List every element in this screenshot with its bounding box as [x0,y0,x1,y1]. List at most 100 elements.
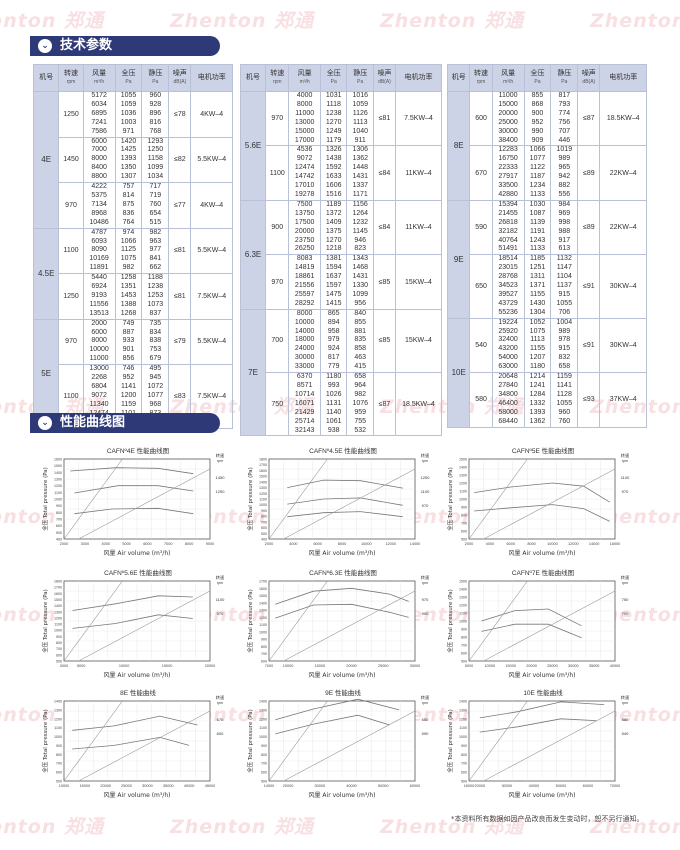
x-axis-label: 风量 Air volume (m³/h) [509,792,576,799]
y-tick-label: 1400 [459,700,467,704]
x-axis-label: 风量 Air volume (m³/h) [509,672,576,679]
power-cell: 5.5KW–4 [190,136,233,184]
x-tick-label: 20000 [475,784,486,788]
column-header: 全压 Pa [319,64,348,92]
y-tick-label: 1000 [259,630,267,634]
watermark: Zhenton 郑通 [590,10,680,32]
speed-value: 670 [217,717,224,722]
noise-cell: ≤82 [168,136,192,184]
performance-chart: 8E 性能曲线 500 600 700 800 900 1000 1100 1200 1300 14… [41,688,225,799]
y-tick-label: 900 [461,744,467,748]
x-tick-label: 15000 [80,784,91,788]
series-line [74,485,194,494]
noise-cell: ≤87 [373,372,396,437]
table-row: 9E 590 15394 21455 26818 32182 40764 51491 1030 1… [446,199,647,319]
chart-title: CAFNº4E 性能曲线图 [107,446,169,455]
speed-unit: rpm [217,581,223,585]
x-tick-label: 6000 [143,542,151,546]
power-cell: 30KW–4 [599,317,647,374]
y-tick-label: 1100 [54,623,62,627]
column-header: 噪声 dB(A) [168,64,192,92]
x-tick-label: 4000 [101,542,109,546]
x-tick-label: 10000 [485,664,496,668]
y-tick-label: 700 [56,518,62,522]
column-header: 风量 m³/h [491,64,525,92]
performance-chart: CAFNº4.5E 性能曲线图4005006007008009001000110… [246,446,430,557]
speed-cell: 650 [469,254,493,319]
table-row: 7E 700 8000 10000 14000 18000 24000 30000 33000 8… [239,308,443,437]
y-tick-label: 1500 [459,580,467,584]
y-tick-label: 600 [461,652,467,656]
y-tick-label: 1200 [459,604,467,608]
speed-label: 转速 [621,452,630,459]
power-cell: 7.5KW–4 [394,90,443,147]
speed-cell: 670 [469,145,493,201]
x-tick-label: 2000 [60,542,68,546]
y-tick-label: 900 [261,744,267,748]
y-tick-label: 800 [461,636,467,640]
y-tick-label: 900 [261,509,267,513]
table-row: 750 6370 8571 10714 16071 21429 25714 32143 1180… [241,372,443,437]
x-tick-label: 7000 [164,542,172,546]
total-pressure-cell: 865 894 958 979 924 817 779 [319,308,348,374]
performance-chart: 10E 性能曲线 500 600 700 800 900 1000 1100 1200 1300 1… [446,688,630,799]
static-pressure-cell: 1306 1362 1448 1431 1337 1171 [346,145,374,201]
y-tick-label: 700 [461,644,467,648]
power-cell: 22KW–4 [599,199,647,256]
flow-cell: 19224 25920 32400 43200 54000 63000 [491,317,525,374]
spec-table: 机号 转速 rpm 风量 m³/h 全压 Pa 静压 Pa 噪声 dB(A) 电机功率 5.6E 970 4… [239,64,443,437]
table-row: 580 20648 27840 34800 46400 58000 68440 1214 124… [448,372,647,428]
noise-cell: ≤93 [577,372,601,428]
y-tick-label: 400 [261,538,267,542]
column-header: 风量 m³/h [82,64,116,92]
resistance-line [483,468,616,540]
model-cell: 7E [239,308,267,437]
x-tick-label: 8000 [527,542,535,546]
noise-cell: ≤84 [373,145,396,201]
table-row: 970 8083 14819 18861 21556 25597 28292 1381 1594… [241,254,443,310]
y-tick-label: 900 [461,628,467,632]
y-tick-label: 1200 [459,482,467,486]
y-tick-label: 500 [56,531,62,535]
y-tick-label: 1500 [54,598,62,602]
speed-value: 650 [422,717,429,722]
speed-cell: 970 [265,90,290,147]
series-line [275,714,390,735]
x-tick-label: 10000 [119,664,130,668]
speed-cell: 900 [265,199,290,256]
chart-title: CAFNº4.5E 性能曲线图 [309,446,377,455]
model-cell: 6.3E [239,199,267,310]
speed-value: 1100 [216,597,225,602]
flow-cell: 5440 6924 9193 11556 13513 [82,273,116,320]
chevron-down-icon: ⌄ [38,416,52,430]
y-axis-label: 全压 Total pressure (Pa) [41,467,49,531]
y-tick-label: 800 [461,753,467,757]
y-tick-label: 1300 [459,474,467,478]
x-axis-label: 风量 Air volume (m³/h) [104,550,171,557]
resistance-line [268,458,328,540]
y-tick-label: 900 [56,635,62,639]
column-header: 静压 Pa [550,64,579,92]
resistance-line [468,700,528,782]
y-tick-label: 1000 [459,735,467,739]
power-cell: 5.5KW–4 [190,318,233,366]
x-tick-label: 40000 [346,784,357,788]
x-tick-label: 40000 [529,784,540,788]
y-tick-label: 700 [261,520,267,524]
static-pressure-cell: 1156 1264 1232 1145 946 823 [346,199,374,256]
y-tick-label: 1100 [459,726,467,730]
chart-title: 9E 性能曲线 [325,688,361,697]
spec-table: 机号 转速 rpm 风量 m³/h 全压 Pa 静压 Pa 噪声 dB(A) 电机功率 8E 600 110… [446,64,647,428]
speed-cell: 970 [58,318,84,366]
speed-value: 970 [422,597,429,602]
total-pressure-cell: 1055 1059 1036 1003 971 [114,91,143,138]
y-tick-label: 1000 [54,629,62,633]
static-pressure-cell: 1132 1147 1104 1137 915 1055 706 [550,254,579,319]
total-pressure-cell: 1066 1077 1122 1187 1234 1133 [523,145,552,201]
speed-cell: 1100 [265,145,290,201]
y-tick-label: 1100 [54,491,62,495]
x-tick-label: 20000 [205,664,216,668]
flow-cell: 7500 13750 17500 20000 23750 26250 [288,199,321,256]
y-axis-label: 全压 Total pressure (Pa) [246,467,254,531]
x-tick-label: 5000 [122,542,130,546]
